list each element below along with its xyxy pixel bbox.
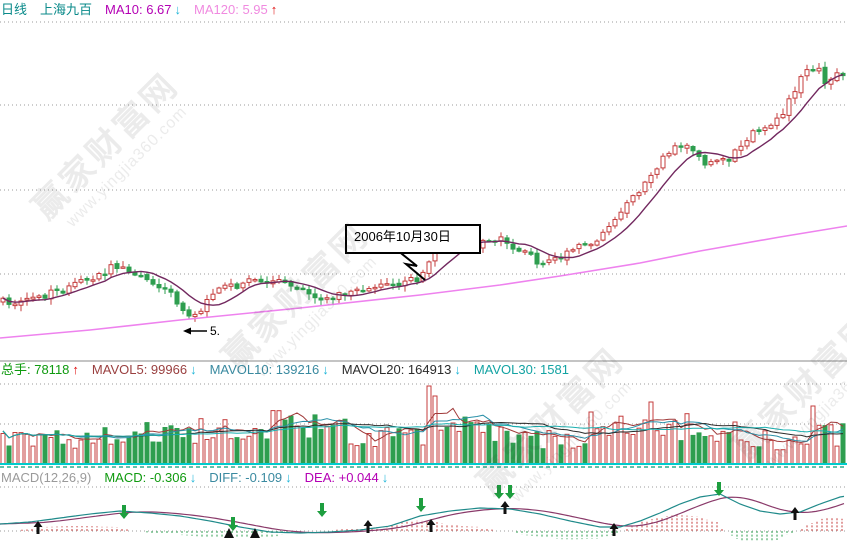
signal-arrows [33, 482, 800, 538]
gridlines [0, 21, 847, 532]
ma120-value: MA120: 5.95 [194, 2, 268, 17]
macd-header: MACD(12,26,9) MACD: -0.306 ↓ DIFF: -0.10… [1, 471, 388, 485]
black-up-arrow-icon [426, 519, 436, 532]
black-up-arrow-icon [790, 507, 800, 520]
macd-params-label: MACD(12,26,9) [1, 470, 92, 485]
dea-down-arrow-icon: ↓ [381, 470, 389, 485]
mavol10-down-arrow-icon: ↓ [322, 362, 329, 377]
macd-down-arrow-icon: ↓ [189, 470, 197, 485]
kline-header: 日线 上海九百 MA10: 6.67 ↓ MA120: 5.95 ↑ [1, 3, 277, 17]
mavol5-value: MAVOL5: 99966 [91, 362, 188, 377]
diff-line [0, 493, 845, 534]
black-up-arrow-icon [363, 520, 373, 533]
ma10-line [2, 73, 844, 306]
diff-down-arrow-icon: ↓ [285, 470, 292, 485]
low-price-arrowhead [183, 327, 191, 335]
volume-header: 总手: 78118 ↑ MAVOL5: 99966 ↓ MAVOL10: 139… [1, 363, 569, 377]
total-volume-value: 总手: 78118 [1, 362, 70, 377]
green-down-arrow-icon [505, 485, 515, 499]
black-triangle-icon [224, 528, 234, 538]
ma10-down-arrow-icon: ↓ [174, 2, 182, 17]
black-up-arrow-icon [33, 521, 43, 534]
period-label[interactable]: 日线 [1, 2, 28, 17]
candlestick-series [0, 61, 846, 322]
stock-name-label: 上海九百 [40, 2, 93, 17]
dea-value: DEA: +0.044 [304, 470, 379, 485]
volume-bars [0, 385, 847, 465]
ma120-line [0, 225, 847, 339]
mavol10-value: MAVOL10: 139216 [209, 362, 320, 377]
green-down-arrow-icon [119, 505, 129, 519]
mavol20-value: MAVOL20: 164913 [341, 362, 452, 377]
callout-pointer [396, 249, 426, 281]
volume-up-arrow-icon: ↑ [72, 362, 79, 377]
mavol5-down-arrow-icon: ↓ [190, 362, 197, 377]
mavol30-value: MAVOL30: 1581 [473, 362, 569, 377]
ma10-value: MA10: 6.67 [105, 2, 172, 17]
black-up-arrow-icon [500, 501, 510, 514]
black-up-arrow-icon [609, 523, 619, 536]
green-down-arrow-icon [228, 517, 238, 531]
green-down-arrow-icon [416, 498, 426, 512]
ma120-up-arrow-icon: ↑ [270, 2, 278, 17]
low-price-label: 5. [210, 324, 221, 338]
diff-value: DIFF: -0.109 [209, 470, 283, 485]
black-triangle-icon [250, 528, 260, 538]
green-down-arrow-icon [494, 485, 504, 499]
macd-pane [0, 493, 845, 541]
date-annotation-callout: 2006年10月30日 [345, 224, 481, 254]
macd-value: MACD: -0.306 [104, 470, 187, 485]
green-down-arrow-icon [317, 503, 327, 517]
green-down-arrow-icon [714, 482, 724, 496]
mavol20-down-arrow-icon: ↓ [454, 362, 461, 377]
mavol-lines [2, 407, 844, 444]
